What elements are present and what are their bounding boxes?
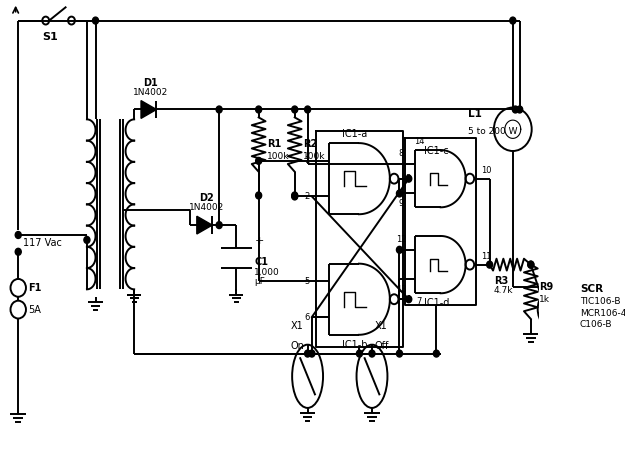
Circle shape: [292, 192, 297, 199]
Circle shape: [216, 106, 222, 113]
Circle shape: [292, 106, 297, 113]
Circle shape: [304, 106, 311, 113]
Text: TIC106-B: TIC106-B: [580, 297, 620, 306]
Circle shape: [406, 296, 412, 303]
Text: On: On: [291, 341, 304, 351]
Text: 4: 4: [405, 295, 411, 304]
Text: 1: 1: [304, 156, 309, 165]
Circle shape: [396, 246, 402, 253]
Text: IC1-c: IC1-c: [424, 146, 449, 156]
Text: 1,000: 1,000: [254, 268, 280, 277]
Text: R1: R1: [268, 139, 281, 149]
Text: C1: C1: [254, 257, 268, 267]
Text: 14: 14: [414, 137, 424, 146]
Text: Off: Off: [374, 341, 389, 351]
Circle shape: [487, 261, 492, 268]
Text: 5 to 200 W: 5 to 200 W: [468, 127, 518, 136]
Text: F1: F1: [29, 283, 42, 293]
Circle shape: [433, 350, 439, 357]
Text: 100k: 100k: [268, 153, 290, 161]
Text: 5A: 5A: [29, 305, 41, 314]
Text: 1N4002: 1N4002: [189, 203, 224, 212]
Text: 13: 13: [396, 285, 406, 294]
Circle shape: [15, 232, 21, 239]
Text: 2: 2: [304, 192, 309, 201]
Text: 9: 9: [399, 199, 404, 208]
Text: 4.7k: 4.7k: [494, 286, 513, 295]
Circle shape: [369, 350, 375, 357]
Text: 8: 8: [399, 149, 404, 158]
Text: MCR106-4: MCR106-4: [580, 308, 625, 318]
Circle shape: [528, 261, 534, 268]
Circle shape: [84, 236, 90, 243]
Text: R3: R3: [494, 277, 508, 286]
Circle shape: [256, 106, 262, 113]
Text: 1k: 1k: [539, 295, 551, 304]
Circle shape: [216, 222, 222, 228]
Polygon shape: [141, 101, 156, 118]
Circle shape: [292, 193, 297, 200]
Circle shape: [406, 175, 412, 182]
Polygon shape: [546, 296, 568, 315]
Circle shape: [92, 17, 99, 24]
Polygon shape: [197, 216, 212, 234]
Text: C106-B: C106-B: [580, 321, 612, 329]
Circle shape: [510, 17, 516, 24]
Text: 100k: 100k: [303, 153, 326, 161]
Circle shape: [512, 106, 518, 113]
Text: 6: 6: [304, 313, 309, 322]
Text: 1N4002: 1N4002: [133, 88, 168, 97]
Text: 5: 5: [304, 277, 309, 286]
Text: IC1-d: IC1-d: [424, 298, 449, 308]
Circle shape: [309, 350, 315, 357]
Text: S1: S1: [42, 32, 58, 43]
Circle shape: [304, 350, 311, 357]
Text: X1: X1: [291, 321, 303, 331]
Circle shape: [528, 261, 534, 268]
Text: 3: 3: [405, 174, 411, 183]
Text: 10: 10: [481, 166, 491, 175]
Text: 117 Vac: 117 Vac: [22, 238, 61, 248]
Text: +: +: [254, 236, 264, 246]
Circle shape: [396, 350, 402, 357]
Circle shape: [256, 192, 262, 199]
Text: IC1-a: IC1-a: [342, 129, 367, 139]
Circle shape: [15, 249, 21, 255]
Text: μF: μF: [254, 278, 265, 286]
Text: D2: D2: [199, 193, 214, 204]
Text: 7: 7: [416, 297, 422, 306]
Circle shape: [396, 190, 402, 197]
Circle shape: [256, 157, 262, 164]
Text: R9: R9: [539, 282, 554, 292]
Circle shape: [517, 106, 522, 113]
Circle shape: [356, 350, 362, 357]
Text: L1: L1: [468, 110, 482, 119]
Text: R2: R2: [303, 139, 318, 149]
Text: SCR: SCR: [580, 285, 603, 294]
Text: D1: D1: [143, 78, 158, 88]
Text: 12: 12: [396, 235, 406, 244]
Text: IC1-b: IC1-b: [342, 340, 367, 350]
Text: X1: X1: [374, 321, 388, 331]
Text: 11: 11: [481, 252, 491, 261]
